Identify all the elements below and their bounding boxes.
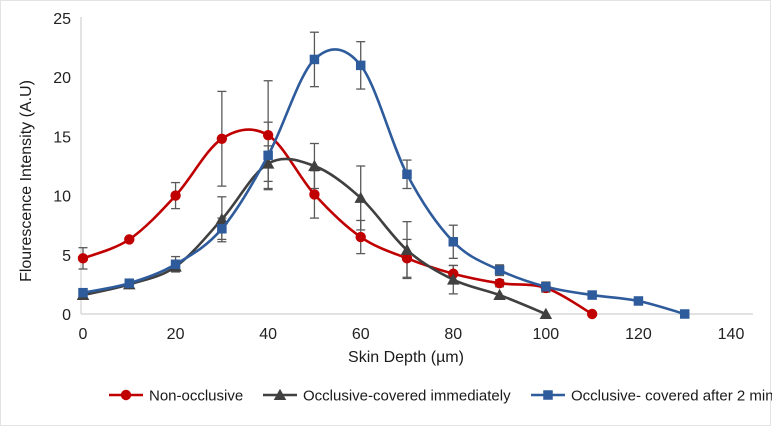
x-tick-label: 60 [352, 326, 370, 343]
data-point-marker [355, 231, 366, 243]
data-point-marker [494, 278, 505, 289]
chart-legend: Non-occlusive Occlusive-covered immediate… [109, 388, 772, 405]
x-tick-label: 80 [444, 326, 462, 343]
data-point-marker [215, 213, 229, 225]
series-layer [76, 31, 690, 320]
legend-label: Non-occlusive [149, 388, 243, 405]
x-axis-title: Skin Depth (µm) [348, 349, 464, 366]
data-point-marker [170, 190, 181, 201]
y-axis-tick-labels: 0 5 10 15 20 25 [53, 11, 71, 324]
data-point-marker [541, 282, 551, 292]
y-tick-label: 20 [53, 70, 71, 87]
data-point-marker [633, 296, 644, 306]
y-tick-label: 10 [53, 189, 71, 206]
series-line [81, 48, 687, 316]
y-axis-title: Flourescence Intensity (A.U) [18, 80, 35, 282]
legend-label: Occlusive- covered after 2 min [571, 388, 772, 405]
data-point-marker [261, 157, 275, 169]
x-tick-label: 40 [259, 326, 277, 343]
x-tick-label: 120 [625, 326, 652, 343]
series-line [81, 128, 594, 316]
data-point-marker [124, 234, 135, 245]
data-point-marker [493, 288, 506, 301]
x-tick-label: 0 [79, 326, 88, 343]
data-point-marker [308, 159, 321, 171]
data-point-marker [273, 388, 287, 400]
data-point-marker [124, 278, 135, 288]
y-tick-label: 0 [62, 307, 71, 324]
x-tick-label: 100 [533, 326, 560, 343]
y-tick-label: 15 [53, 129, 71, 146]
data-point-marker [448, 237, 459, 247]
y-tick-label: 25 [53, 11, 71, 28]
data-point-marker [77, 253, 89, 264]
data-point-marker [401, 253, 413, 264]
legend-label: Occlusive-covered immediately [303, 388, 511, 405]
series-circle [77, 128, 598, 320]
data-point-marker [679, 309, 690, 319]
data-point-marker [120, 389, 132, 401]
legend-item-1[interactable]: Non-occlusive [109, 388, 243, 405]
data-point-marker [402, 169, 412, 180]
series-square [78, 48, 690, 319]
x-axis-tick-labels: 0 20 40 60 80 100 120 140 [79, 326, 745, 343]
data-point-marker [216, 133, 228, 144]
x-tick-label: 20 [167, 326, 185, 343]
data-point-marker [543, 390, 553, 400]
data-point-marker [78, 287, 88, 298]
data-point-marker [309, 189, 320, 200]
data-point-marker [309, 54, 320, 65]
y-tick-label: 5 [62, 248, 71, 265]
data-point-marker [354, 191, 367, 203]
data-point-marker [263, 150, 273, 161]
data-point-marker [586, 308, 598, 320]
data-point-marker [355, 60, 366, 71]
legend-item-3[interactable]: Occlusive- covered after 2 min [531, 388, 772, 405]
data-point-marker [539, 307, 553, 319]
x-tick-label: 140 [718, 326, 745, 343]
data-point-marker [262, 130, 274, 141]
data-point-marker [447, 273, 460, 285]
data-point-marker [170, 259, 181, 270]
data-point-marker [217, 224, 227, 234]
data-point-marker [494, 265, 505, 275]
data-point-marker [400, 243, 414, 256]
data-point-marker [587, 290, 597, 300]
legend-item-2[interactable]: Occlusive-covered immediately [263, 388, 511, 405]
